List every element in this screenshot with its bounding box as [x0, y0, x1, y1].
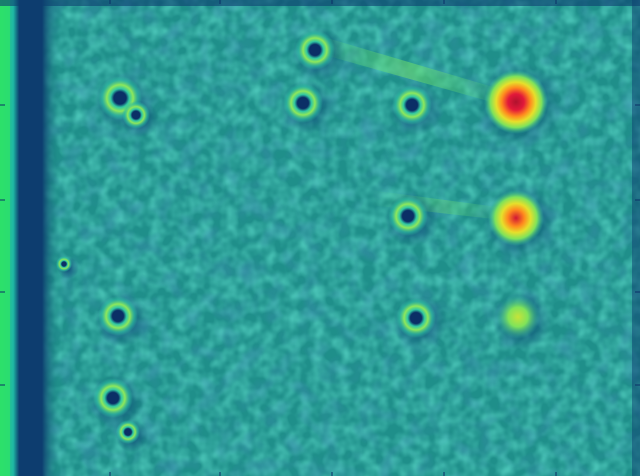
spot-9-core [108, 393, 118, 403]
spot-10 [484, 70, 548, 134]
spot-13-core [125, 429, 131, 435]
spot-6-core [403, 211, 413, 221]
spot-3-core [310, 45, 320, 55]
streak-top [300, 30, 520, 110]
top-dark-edge [0, 0, 640, 6]
spot-14 [56, 256, 72, 272]
spots-layer [56, 27, 564, 453]
spot-7-core [113, 311, 123, 321]
spot-2-core [132, 111, 140, 119]
left-edge-strip [0, 0, 10, 476]
spot-11 [488, 190, 544, 246]
spot-4-core [298, 98, 308, 108]
spot-1-core [114, 92, 126, 104]
spot-8-core [411, 313, 421, 323]
spot-12 [496, 295, 540, 339]
spot-5-core [407, 100, 417, 110]
right-dark-edge [632, 0, 640, 476]
